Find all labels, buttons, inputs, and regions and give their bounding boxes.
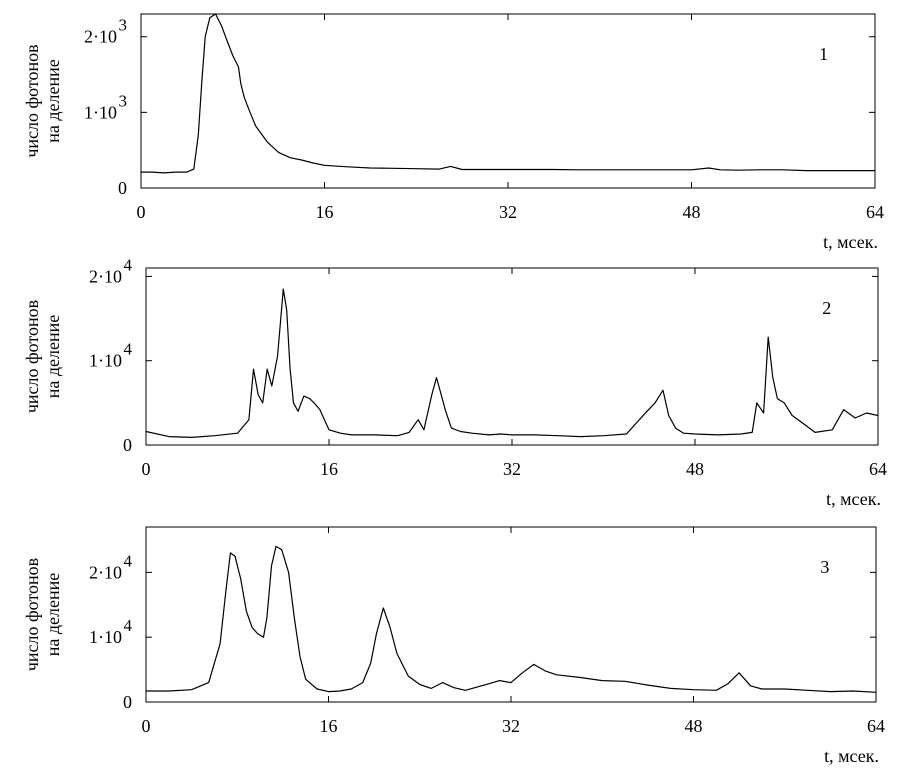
x-tick-label: 16 [316, 202, 334, 222]
y-tick-exponent: 3 [119, 91, 128, 110]
y-axis-label-line: на деление [43, 315, 63, 399]
x-tick-label: 0 [142, 459, 151, 479]
plot-frame [140, 13, 876, 189]
y-axis-label-line: на деление [43, 59, 63, 143]
x-tick-label: 32 [499, 202, 517, 222]
y-axis-label-line: число фотонов [22, 44, 42, 157]
y-tick-label: 2·10 [89, 562, 122, 582]
y-tick-exponent: 4 [124, 340, 133, 359]
y-tick-exponent: 4 [124, 551, 133, 570]
panel-number: 2 [822, 298, 831, 318]
x-axis-label: t, мсек. [826, 489, 881, 509]
x-axis-label: t, мсек. [824, 746, 879, 766]
x-tick-label: 16 [320, 459, 338, 479]
y-tick-label: 0 [123, 435, 132, 455]
series-line-1 [146, 545, 877, 693]
y-tick-label: 2·10 [89, 266, 122, 286]
y-axis-label-line: на деление [43, 573, 63, 657]
x-tick-label: 64 [866, 202, 884, 222]
x-tick-label: 48 [686, 459, 704, 479]
x-tick-label: 64 [869, 459, 887, 479]
y-tick-label: 0 [123, 692, 132, 712]
y-axis-label-line: число фотонов [22, 300, 42, 413]
plot-frame [145, 267, 879, 446]
x-axis-label: t, мсек. [823, 232, 878, 252]
y-tick-exponent: 4 [124, 616, 133, 635]
x-tick-label: 32 [503, 459, 521, 479]
y-axis-label-line: число фотонов [22, 558, 42, 671]
x-tick-label: 0 [137, 202, 146, 222]
y-tick-label: 2·10 [84, 27, 117, 47]
y-tick-exponent: 4 [124, 255, 133, 274]
panel-number: 1 [819, 44, 828, 64]
x-tick-label: 16 [320, 716, 338, 736]
y-tick-label: 1·10 [89, 351, 122, 371]
x-tick-label: 64 [867, 716, 885, 736]
plot-frame [145, 526, 877, 703]
x-tick-label: 32 [502, 716, 520, 736]
series-line-1 [145, 288, 879, 438]
y-tick-label: 1·10 [84, 102, 117, 122]
x-tick-label: 0 [142, 716, 151, 736]
x-tick-label: 48 [683, 202, 701, 222]
y-tick-exponent: 3 [119, 16, 128, 35]
series-line-1 [141, 13, 875, 174]
y-tick-label: 1·10 [89, 627, 122, 647]
y-tick-label: 0 [118, 178, 127, 198]
panel-number: 3 [820, 557, 829, 577]
x-tick-label: 48 [685, 716, 703, 736]
